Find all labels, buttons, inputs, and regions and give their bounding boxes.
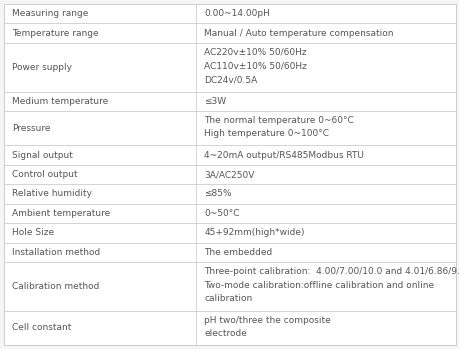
Text: Two-mode calibration:offline calibration and online: Two-mode calibration:offline calibration… (204, 281, 433, 290)
Text: Manual / Auto temperature compensation: Manual / Auto temperature compensation (204, 29, 393, 38)
Text: calibration: calibration (204, 294, 252, 303)
Text: The normal temperature 0~60°C: The normal temperature 0~60°C (204, 116, 353, 125)
Text: High temperature 0~100°C: High temperature 0~100°C (204, 129, 328, 138)
Text: Control output: Control output (12, 170, 78, 179)
Text: 4~20mA output/RS485Modbus RTU: 4~20mA output/RS485Modbus RTU (204, 150, 363, 159)
Text: Pressure: Pressure (12, 124, 50, 133)
Text: Temperature range: Temperature range (12, 29, 98, 38)
Text: electrode: electrode (204, 329, 246, 338)
Text: 45+92mm(high*wide): 45+92mm(high*wide) (204, 229, 304, 237)
Text: The embedded: The embedded (204, 248, 272, 257)
Text: Power supply: Power supply (12, 63, 72, 72)
Text: Relative humidity: Relative humidity (12, 190, 92, 199)
Text: Medium temperature: Medium temperature (12, 97, 108, 106)
Text: 3A/AC250V: 3A/AC250V (204, 170, 254, 179)
Text: ≤85%: ≤85% (204, 190, 231, 199)
Text: ≤3W: ≤3W (204, 97, 226, 106)
Text: pH two/three the composite: pH two/three the composite (204, 315, 330, 325)
Text: 0.00~14.00pH: 0.00~14.00pH (204, 9, 269, 18)
Text: Measuring range: Measuring range (12, 9, 88, 18)
Text: DC24v/0.5A: DC24v/0.5A (204, 75, 257, 84)
Text: Installation method: Installation method (12, 248, 100, 257)
Text: 0~50°C: 0~50°C (204, 209, 239, 218)
Text: Three-point calibration:  4.00/7.00/10.0 and 4.01/6.86/9.18: Three-point calibration: 4.00/7.00/10.0 … (204, 267, 459, 276)
Text: Cell constant: Cell constant (12, 324, 71, 333)
Text: AC220v±10% 50/60Hz: AC220v±10% 50/60Hz (204, 48, 306, 57)
Text: AC110v±10% 50/60Hz: AC110v±10% 50/60Hz (204, 61, 306, 70)
Text: Calibration method: Calibration method (12, 282, 99, 291)
Text: Ambient temperature: Ambient temperature (12, 209, 110, 218)
Text: Signal output: Signal output (12, 150, 73, 159)
Text: Hole Size: Hole Size (12, 229, 54, 237)
